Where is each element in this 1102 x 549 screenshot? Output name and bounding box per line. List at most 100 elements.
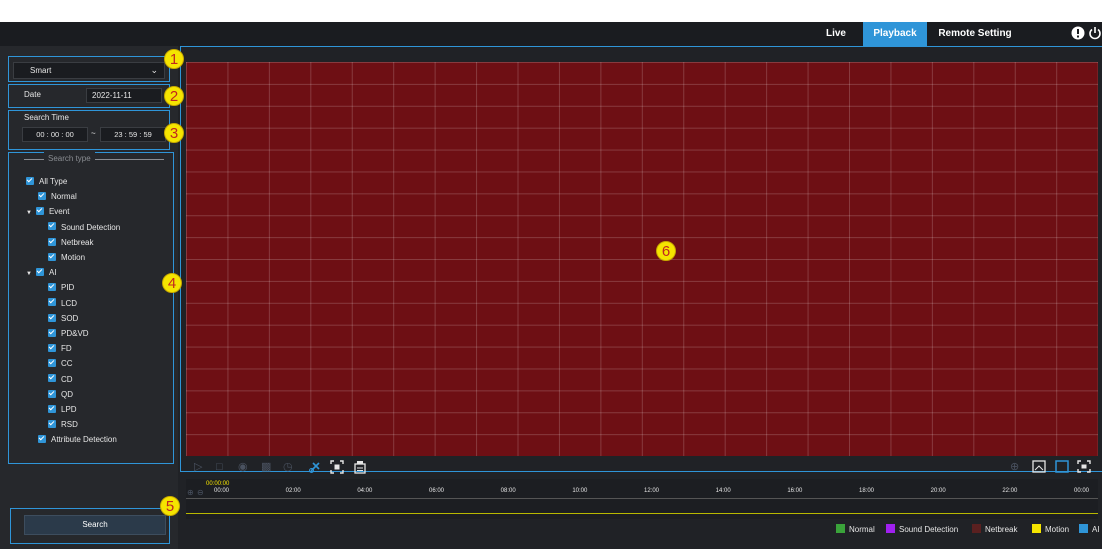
checkbox-checked-icon[interactable] <box>48 252 56 261</box>
checkbox-checked-icon[interactable] <box>48 328 56 337</box>
timeline-record-bar <box>186 513 1098 514</box>
stop-icon[interactable]: □ <box>216 461 223 473</box>
end-minute[interactable]: 59 <box>128 130 138 139</box>
search-type-item-label: Attribute Detection <box>51 435 117 445</box>
timeline-tick-label: 08:00 <box>500 488 516 494</box>
search-type-item-label: AI <box>48 268 57 278</box>
search-type-item[interactable]: CC <box>48 357 73 371</box>
legend-item: Sound Detection <box>886 524 958 535</box>
search-type-item[interactable]: ▼ Event <box>26 205 69 219</box>
search-type-item-label: CC <box>61 359 73 369</box>
backup-icon[interactable] <box>353 460 367 474</box>
date-field[interactable]: 2022-11-11 <box>86 88 162 103</box>
single-view-icon[interactable] <box>1032 460 1046 473</box>
legend-swatch <box>1079 524 1088 534</box>
search-type-item[interactable]: QD <box>48 388 73 402</box>
search-type-item[interactable]: RSD <box>48 418 78 432</box>
search-type-item[interactable]: Attribute Detection <box>38 433 117 447</box>
tab-remote-setting[interactable]: Remote Setting <box>938 28 1012 39</box>
tab-live[interactable]: Live <box>825 28 846 39</box>
clip-icon[interactable] <box>308 460 322 474</box>
search-button[interactable]: Search <box>24 515 166 535</box>
checkbox-checked-icon[interactable] <box>38 192 46 201</box>
checkbox-checked-icon[interactable] <box>48 298 56 307</box>
speed-icon[interactable]: ▩ <box>261 461 272 473</box>
checkbox-checked-icon[interactable] <box>48 404 56 413</box>
checkbox-checked-icon[interactable] <box>48 359 56 368</box>
checkbox-checked-icon[interactable] <box>48 222 56 231</box>
mute-icon[interactable]: ◷ <box>283 461 293 473</box>
playback-area-outline <box>180 46 1102 472</box>
expand-caret-icon[interactable]: ▼ <box>26 271 32 278</box>
search-type-item[interactable]: PD&VD <box>48 327 89 341</box>
search-button-outline <box>10 508 170 544</box>
checkbox-checked-icon[interactable] <box>48 374 56 383</box>
checkbox-checked-icon[interactable] <box>38 435 46 444</box>
start-second[interactable]: 00 <box>65 130 74 139</box>
checkbox-checked-icon[interactable] <box>48 237 56 246</box>
search-type-item[interactable]: Normal <box>38 190 77 204</box>
chevron-down-icon: ⌄ <box>150 65 158 75</box>
power-icon[interactable] <box>1088 26 1102 40</box>
start-hour[interactable]: 00 <box>36 130 45 139</box>
legend-item: Motion <box>1032 524 1070 535</box>
checkbox-checked-icon[interactable] <box>48 420 56 429</box>
search-type-item[interactable]: Netbreak <box>48 236 93 250</box>
legend-item: AI <box>1079 524 1100 535</box>
date-label: Date <box>24 90 41 99</box>
legend-label: Normal <box>849 525 875 534</box>
search-type-item[interactable]: SOD <box>48 312 78 326</box>
checkbox-checked-icon[interactable] <box>48 389 56 398</box>
search-mode-outline <box>8 56 170 82</box>
checkbox-checked-icon[interactable] <box>48 313 56 322</box>
snapshot-icon[interactable]: ◉ <box>238 461 248 473</box>
search-type-item[interactable]: ▼ AI <box>26 266 57 280</box>
checkbox-checked-icon[interactable] <box>35 268 44 277</box>
search-type-item-label: RSD <box>61 420 78 430</box>
checkbox-checked-icon[interactable] <box>48 344 56 353</box>
checkbox-checked-icon[interactable] <box>26 176 34 185</box>
timeline[interactable] <box>186 479 1098 519</box>
timeline-zoom-out-icon[interactable]: ⊖ <box>197 488 204 497</box>
search-type-item[interactable]: CD <box>48 373 73 387</box>
play-icon[interactable]: ▷ <box>194 461 203 473</box>
start-time-field[interactable]: 00 : 00 : 00 <box>22 127 88 142</box>
search-type-item-label: Normal <box>51 192 77 202</box>
alert-icon[interactable] <box>1071 26 1085 40</box>
end-second[interactable]: 59 <box>143 130 152 139</box>
start-minute[interactable]: 00 <box>50 130 60 139</box>
zoom-region-icon[interactable] <box>330 460 344 474</box>
search-type-item[interactable]: LPD <box>48 403 77 417</box>
end-hour[interactable]: 23 <box>114 130 123 139</box>
timeline-tick-label: 14:00 <box>715 488 731 494</box>
search-type-item-label: Sound Detection <box>61 222 121 232</box>
search-type-outline <box>8 152 174 464</box>
legend-swatch <box>836 524 845 534</box>
expand-caret-icon[interactable]: ▼ <box>26 210 32 217</box>
legend-label: Motion <box>1045 525 1070 534</box>
search-type-legend: Search type <box>44 152 95 166</box>
search-type-item[interactable]: LCD <box>48 297 77 311</box>
playback-video-area[interactable] <box>186 62 1098 456</box>
timeline-tick-label: 10:00 <box>572 488 588 494</box>
search-mode-value: Smart <box>30 66 52 75</box>
checkbox-checked-icon[interactable] <box>35 207 44 216</box>
end-time-field[interactable]: 23 : 59 : 59 <box>100 127 166 142</box>
search-type-item-label: LPD <box>61 405 77 414</box>
search-type-item-label: QD <box>61 389 73 399</box>
search-type-item-label: SOD <box>61 313 79 323</box>
zoom-in-icon[interactable]: ⊕ <box>1010 461 1020 473</box>
layout-icon[interactable] <box>1055 460 1069 473</box>
search-type-item[interactable]: All Type <box>26 175 67 189</box>
fullscreen-icon[interactable] <box>1077 460 1091 473</box>
timeline-zoom-in-icon[interactable]: ⊕ <box>187 488 194 497</box>
top-navigation-bar: Live Playback Remote Setting <box>0 22 1102 46</box>
search-type-item[interactable]: FD <box>48 342 72 356</box>
checkbox-checked-icon[interactable] <box>48 283 56 292</box>
tab-playback[interactable]: Playback <box>863 22 927 46</box>
search-type-item-label: Motion <box>61 253 86 262</box>
search-type-item[interactable]: Motion <box>48 251 85 265</box>
search-mode-select[interactable]: Smart ⌄ <box>13 62 165 79</box>
search-type-item[interactable]: Sound Detection <box>48 221 120 235</box>
search-type-item[interactable]: PID <box>48 281 74 295</box>
